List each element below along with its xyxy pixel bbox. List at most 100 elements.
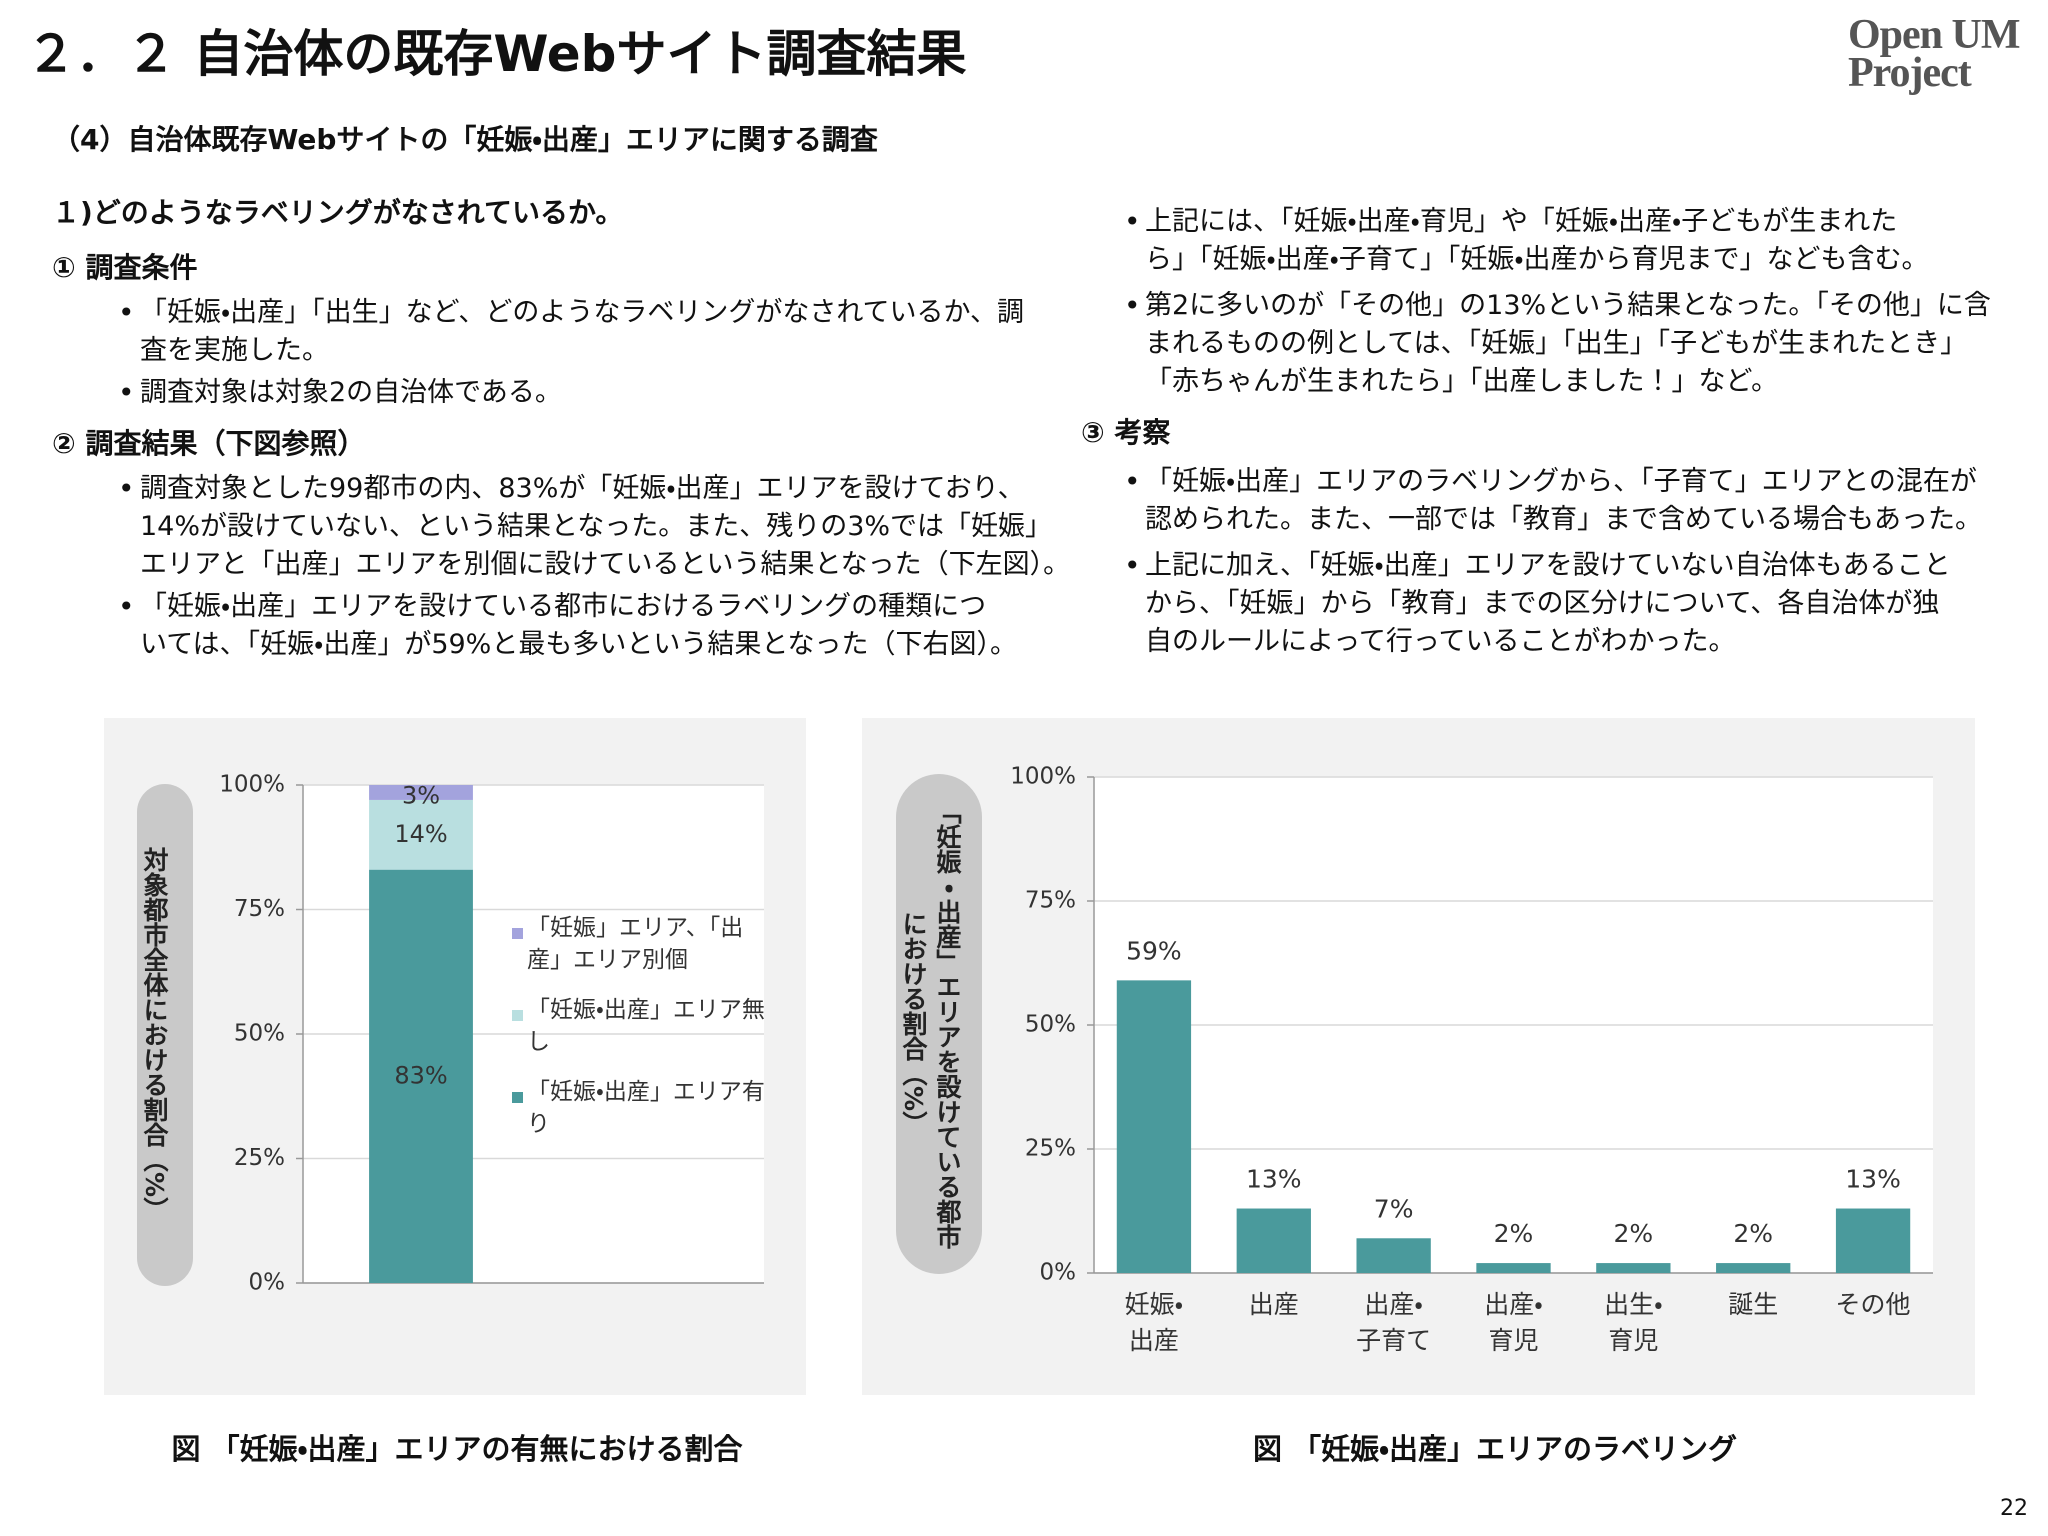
x-tick-label: その他 [1835,1290,1911,1319]
legend-swatch [512,1010,523,1021]
data-label: 13% [1845,1165,1901,1194]
bullet: • 上記に加え、「妊娠・出産」エリアを設けていない自治体もあること から、「妊娠」か… [1081,547,2021,661]
y-tick-label: 75% [234,896,285,922]
axis-title-pill [896,774,982,1274]
bullet-dot: • [118,472,135,505]
y-axis-title: 「妊娠・出産」エリアを設けている都市における割合（%） [899,799,962,1249]
bar [1716,1263,1791,1273]
bullet-dot: • [1124,465,1141,498]
label-box: 対象都市全体における割合（%） [140,847,169,1223]
bar-segment [369,869,473,1283]
left-column: １)どのようなラベリングがなされているか。 ① 調査条件 • 「妊娠・出産」「出生」な… [52,190,1092,664]
text-line: 調査対象とした99都市の内、83%が「妊娠・出産」エリアを設けており、 [140,473,1025,504]
x-tick-label: 出産 [1248,1290,1299,1319]
y-tick-label: 25% [234,1145,285,1171]
label-box: 「妊娠」エリア、「出産」エリア別個 [527,915,744,973]
bullet-dot: • [118,376,135,409]
x-tick-label: 誕生 [1728,1290,1779,1319]
bullet: • 調査対象は対象2の自治体である。 [52,374,1092,412]
text-line: から、「妊娠」から「教育」までの区分けについて、各自治体が独 [1145,588,1940,619]
axis-title-pill [137,784,193,1286]
legend-swatch [512,1092,523,1103]
text-line: いては、「妊娠・出産」が59%と最も多いという結果となった（下右図）。 [140,629,1018,660]
label-box: 「妊娠・出産」エリアを設けている都市における割合（%） [899,799,962,1249]
bar [1356,1238,1431,1273]
bullet: • 「妊娠・出産」エリアを設けている都市におけるラベリングの種類につ いては、「妊娠… [52,588,1092,664]
chart-caption: 図 「妊娠・出産」エリアのラベリング [1253,1432,1737,1466]
text-line: 14%が設けていない、という結果となった。また、残りの3%では「妊娠」 [140,511,1053,542]
text-line: 認められた。また、一部では「教育」まで含めている場合もあった。 [1145,504,1982,535]
y-tick-label: 0% [1040,1260,1077,1286]
y-tick-label: 75% [1025,888,1076,914]
text-line: 上記には、「妊娠・出産・育児」や「妊娠・出産・子どもが生まれた [1145,206,1898,237]
section-heading: ① 調査条件 [52,251,198,284]
y-axis-title: 対象都市全体における割合（%） [140,847,169,1223]
label-box: 誕生 [1728,1290,1779,1319]
text-line: 査を実施した。 [140,335,329,366]
label-box: 出産 [1248,1290,1299,1319]
bar-segment [369,799,473,870]
right-column: • 上記には、「妊娠・出産・育児」や「妊娠・出産・子どもが生まれた ら」「妊娠・出産… [1081,195,2021,661]
logo: Open UM [1848,12,2020,58]
legend-label: 「妊娠・出産」エリア有り [527,1079,765,1137]
chart-caption: 図 「妊娠・出産」エリアの有無における割合 [171,1432,743,1466]
bar [1596,1263,1671,1273]
legend-label: 「妊娠・出産」エリア無し [527,997,765,1055]
label-box: 妊娠・出産 [1124,1290,1184,1355]
text-line: 調査対象は対象2の自治体である。 [140,377,562,408]
x-tick-label: 妊娠・出産 [1124,1290,1184,1355]
text-line: エリアと「出産」エリアを別個に設けているという結果となった（下左図）。 [140,549,1071,580]
label-box: 出産・子育て [1356,1290,1432,1355]
text-line: まれるものの例としては、「妊娠」「出生」「子どもが生まれたとき」 [1145,328,1968,359]
data-label: 7% [1374,1194,1414,1223]
label-box: その他 [1835,1290,1911,1319]
y-tick-label: 100% [1010,764,1076,790]
bar [1236,1208,1311,1273]
y-tick-label: 100% [219,772,285,798]
bullet-dot: • [1124,549,1141,582]
bullet: • 「妊娠・出産」エリアのラベリングから、「子育て」エリアとの混在が 認められた。ま… [1081,463,2021,539]
text-line: 「妊娠・出産」エリアのラベリングから、「子育て」エリアとの混在が [1145,466,1977,497]
y-tick-label: 25% [1025,1136,1076,1162]
legend-label: 「妊娠」エリア、「出産」エリア別個 [527,915,744,973]
text-line: 自のルールによって行っていることがわかった。 [1145,626,1736,657]
data-label: 2% [1614,1219,1654,1248]
text-line: 「妊娠・出産」「出生」など、どのようなラベリングがなされているか、調 [140,297,1024,328]
bullet: • 「妊娠・出産」「出生」など、どのようなラベリングがなされているか、調 査を実施し… [52,294,1092,370]
text-line: 第2に多いのが「その他」の13%という結果となった。「その他」に含 [1145,290,1991,321]
bar [1116,980,1192,1273]
label-box: 出産・育児 [1484,1290,1543,1355]
x-tick-label: 出生・育児 [1604,1290,1663,1355]
label-box: 「妊娠・出産」エリア有り [527,1079,765,1137]
bullet: • 上記には、「妊娠・出産・育児」や「妊娠・出産・子どもが生まれた ら」「妊娠・出産… [1081,203,2021,279]
bullet: • 第2に多いのが「その他」の13%という結果となった。「その他」に含 まれるものの… [1081,287,2021,401]
data-label: 2% [1733,1219,1773,1248]
x-tick-label: 出産・子育て [1356,1290,1432,1355]
text-line: ら」「妊娠・出産・子育て」「妊娠・出産から育児まで」なども含む。 [1145,244,1929,275]
bullet-dot: • [1124,205,1141,238]
y-tick-label: 50% [1025,1012,1076,1038]
label-box: 「妊娠・出産」エリア無し [527,997,765,1055]
bar [1835,1208,1911,1273]
label-box: 出生・育児 [1604,1290,1663,1355]
section-heading: ② 調査結果（下図参照） [52,427,366,460]
data-label: 14% [394,820,447,848]
data-label: 83% [394,1061,447,1089]
logo: Project [1848,50,1972,96]
page-number: 22 [2000,1496,2028,1521]
y-tick-label: 50% [234,1021,285,1047]
bullet: • 調査対象とした99都市の内、83%が「妊娠・出産」エリアを設けており、 14%が… [52,470,1092,584]
legend-swatch [512,928,523,939]
data-label: 2% [1494,1219,1534,1248]
column-heading: １)どのようなラベリングがなされているか。 [52,196,624,229]
x-tick-label: 出産・育児 [1484,1290,1543,1355]
data-label: 59% [1126,936,1182,965]
bullet-dot: • [1124,289,1141,322]
section-heading: ③ 考察 [1081,416,1171,449]
subtitle: （4）自治体既存Webサイトの「妊娠・出産」エリアに関する調査 [52,123,878,156]
bar-segment [369,785,473,800]
bar [1476,1263,1551,1273]
